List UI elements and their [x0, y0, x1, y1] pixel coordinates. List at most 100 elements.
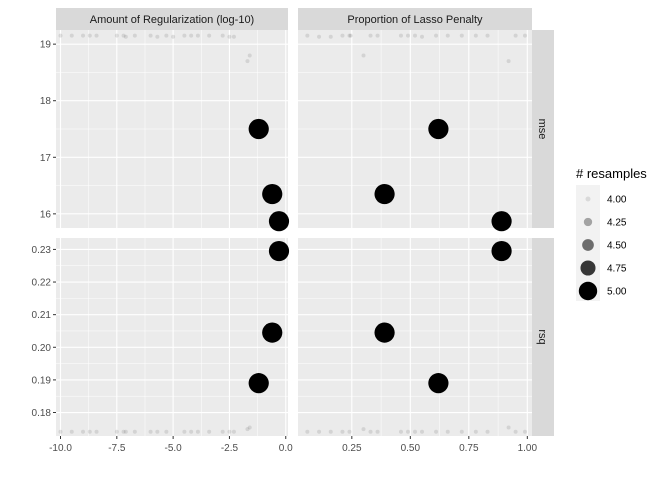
panel-rsq-0-bg	[56, 238, 288, 436]
y-tick-label: 0.19	[32, 375, 52, 386]
panel-rsq-1	[298, 238, 532, 436]
y-tick-label: 19	[40, 40, 52, 51]
data-point	[189, 33, 194, 38]
data-point	[155, 34, 160, 39]
data-point	[248, 373, 269, 394]
data-point	[513, 33, 518, 38]
x-tick-label: -2.5	[221, 443, 239, 454]
data-point	[513, 429, 518, 434]
data-point	[473, 33, 478, 38]
data-point	[374, 183, 395, 205]
data-point	[268, 240, 290, 262]
data-point	[182, 33, 187, 38]
strip-row-1	[532, 238, 554, 436]
x-tick-label: 0.25	[342, 443, 362, 454]
data-point	[361, 53, 366, 58]
data-point	[121, 33, 126, 38]
data-point	[445, 429, 450, 434]
y-tick-label: 0.23	[32, 245, 52, 256]
data-point	[155, 429, 160, 434]
data-point	[227, 34, 232, 39]
legend-key-point	[578, 281, 598, 301]
data-point	[227, 429, 232, 434]
data-point	[231, 429, 236, 434]
strip-row-0-label: mse	[536, 119, 548, 140]
legend-label: 4.75	[607, 264, 627, 275]
y-tick-label: 16	[40, 209, 52, 220]
data-point	[375, 429, 380, 434]
x-tick-label: -7.5	[108, 443, 126, 454]
data-point	[248, 118, 269, 140]
data-point	[340, 33, 345, 38]
legend-label: 4.50	[607, 241, 627, 252]
y-tick-label: 0.21	[32, 310, 52, 321]
x-tick-label: -10.0	[49, 443, 72, 454]
x-tick-label: -5.0	[165, 443, 183, 454]
data-point	[114, 33, 119, 38]
data-point	[182, 429, 187, 434]
y-tick-label: 18	[40, 96, 52, 107]
legend-key-point	[580, 260, 596, 276]
legend: # resamples 4.00 4.25 4.50 4.75 5.00	[576, 166, 647, 301]
panel-mse-1	[298, 30, 532, 232]
data-point	[171, 34, 176, 39]
legend-label: 4.25	[607, 218, 627, 229]
data-point	[305, 429, 310, 434]
data-point	[375, 33, 380, 38]
data-point	[405, 33, 410, 38]
data-point	[81, 33, 86, 38]
y-tick-label: 0.18	[32, 408, 52, 419]
data-point	[405, 429, 410, 434]
strip-col-0	[56, 8, 288, 30]
data-point	[69, 429, 74, 434]
data-point	[459, 429, 464, 434]
data-point	[317, 34, 322, 39]
data-point	[123, 34, 128, 39]
data-point	[262, 183, 283, 205]
data-point	[94, 429, 99, 434]
data-point	[361, 427, 366, 432]
data-point	[220, 33, 225, 38]
data-point	[81, 429, 86, 434]
data-point	[245, 427, 250, 432]
strip-col-1	[298, 8, 532, 30]
data-point	[195, 33, 200, 38]
strip-col-0-label: Amount of Regularization (log-10)	[90, 14, 254, 26]
panel-mse-0	[56, 30, 290, 232]
data-point	[317, 429, 322, 434]
data-point	[58, 33, 63, 38]
data-point	[305, 33, 310, 38]
x-tick-label: 0.0	[279, 443, 293, 454]
data-point	[69, 33, 74, 38]
data-point	[374, 322, 395, 343]
y-tick-label: 0.20	[32, 343, 52, 354]
data-point	[348, 33, 353, 38]
y-tick-label: 17	[40, 153, 52, 164]
data-point	[420, 34, 425, 39]
legend-key-point	[583, 217, 593, 227]
strip-row-1-label: rsq	[536, 329, 548, 344]
data-point	[347, 429, 352, 434]
data-point	[398, 33, 403, 38]
data-point	[434, 429, 439, 434]
data-point	[164, 429, 169, 434]
data-point	[459, 33, 464, 38]
data-point	[231, 34, 236, 39]
data-point	[491, 211, 512, 232]
data-point	[473, 429, 478, 434]
y-tick-label: 0.22	[32, 278, 52, 289]
data-point	[94, 33, 99, 38]
data-point	[485, 33, 490, 38]
data-point	[368, 429, 373, 434]
legend-label: 5.00	[607, 287, 627, 298]
data-point	[262, 322, 283, 343]
data-point	[434, 33, 439, 38]
data-point	[522, 33, 527, 38]
data-point	[195, 429, 200, 434]
panel-rsq-0	[56, 238, 290, 436]
data-point	[506, 59, 511, 64]
data-point	[506, 425, 511, 430]
data-point	[58, 429, 63, 434]
data-point	[485, 429, 490, 434]
